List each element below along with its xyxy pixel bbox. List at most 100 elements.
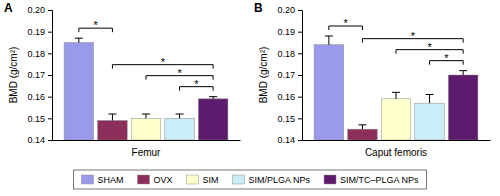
significance-label: *	[94, 19, 99, 31]
y-tick-mark	[48, 140, 52, 141]
legend-label: SIM	[202, 175, 218, 185]
y-tick: 0.17	[277, 70, 302, 80]
y-axis-title: BMD (g/cm²)	[8, 47, 19, 104]
significance: *	[180, 78, 214, 91]
y-tick-label: 0.17	[27, 70, 45, 80]
y-tick: 0.18	[277, 49, 302, 59]
significance-label: *	[427, 41, 432, 53]
error-bar-cap	[325, 36, 333, 37]
error-bar	[392, 92, 400, 99]
y-tick-label: 0.19	[277, 27, 295, 37]
y-tick: 0.19	[277, 27, 302, 37]
y-axis-line	[48, 11, 53, 141]
bar	[131, 118, 161, 140]
x-axis: Femur	[53, 140, 241, 158]
significance-label: *	[161, 56, 166, 68]
bar	[448, 75, 478, 140]
y-tick-label: 0.15	[277, 114, 295, 124]
legend-label: SIM/TC–PLGA NPs	[340, 175, 419, 185]
y-tick-mark	[298, 118, 302, 119]
significance-label: *	[411, 30, 416, 42]
y-tick: 0.20	[27, 5, 52, 15]
error-bar-stem	[146, 114, 147, 118]
y-tick-label: 0.20	[277, 5, 295, 15]
y-tick: 0.15	[277, 114, 302, 124]
chart-root: 0.14 0.15 0.16 0.17 0.18 0.19 0.20 Femur * * * * BMD…	[0, 0, 500, 196]
error-bar-stem	[463, 71, 464, 75]
error-bar-cap	[142, 114, 150, 115]
y-tick-mark	[298, 140, 302, 141]
legend-label: SIM/PLGA NPs	[248, 175, 310, 185]
error-bar	[358, 125, 366, 129]
bar	[314, 45, 344, 140]
error-bar-cap	[75, 38, 83, 39]
error-bar-stem	[112, 114, 113, 121]
legend-swatch	[137, 175, 149, 184]
y-tick-mark	[48, 53, 52, 54]
legend-item: SIM/PLGA NPs	[232, 175, 310, 185]
significance: *	[146, 67, 213, 80]
bar	[98, 121, 128, 141]
error-bar	[108, 114, 116, 121]
y-tick-label: 0.18	[27, 49, 45, 59]
error-bar	[325, 36, 333, 45]
significance-label: *	[177, 67, 182, 79]
error-bar-stem	[179, 114, 180, 118]
bar	[348, 129, 378, 140]
significance-label: *	[444, 52, 449, 64]
error-bar-cap	[209, 96, 217, 97]
legend-swatch	[186, 175, 198, 184]
y-tick-mark	[48, 32, 52, 33]
x-axis-line	[53, 140, 241, 141]
legend-items: SHAMOVXSIMSIM/PLGA NPsSIM/TC–PLGA NPs	[81, 175, 419, 185]
error-bar-cap	[392, 92, 400, 93]
significance-label: *	[194, 78, 199, 90]
y-tick-mark	[48, 75, 52, 76]
y-tick-mark	[48, 10, 52, 11]
significance-label: *	[344, 17, 349, 29]
error-bar-stem	[429, 95, 430, 104]
y-axis-title: BMD (g/cm²)	[258, 47, 269, 104]
y-tick-mark	[298, 75, 302, 76]
error-bar	[176, 114, 184, 118]
error-bar-cap	[176, 114, 184, 115]
legend: SHAMOVXSIMSIM/PLGA NPsSIM/TC–PLGA NPs	[73, 170, 426, 189]
significance: *	[362, 30, 463, 43]
y-tick-label: 0.14	[277, 135, 295, 145]
y-tick-label: 0.16	[277, 92, 295, 102]
error-bar-stem	[78, 38, 79, 42]
panel: 0.14 0.15 0.16 0.17 0.18 0.19 0.20 Caput femori…	[277, 5, 490, 158]
panel-label: A	[4, 1, 13, 15]
x-tick: Femur	[132, 140, 162, 158]
legend-label: OVX	[153, 175, 172, 185]
plot-marks	[314, 36, 478, 140]
bar	[415, 103, 445, 140]
y-axis: 0.14 0.15 0.16 0.17 0.18 0.19 0.20	[277, 5, 302, 145]
error-bar	[142, 114, 150, 118]
legend-item: SIM/TC–PLGA NPs	[324, 175, 419, 185]
y-tick: 0.16	[27, 92, 52, 102]
error-bar-cap	[108, 114, 116, 115]
legend-swatch	[81, 175, 93, 184]
x-tick-label: Femur	[132, 147, 162, 158]
panel: 0.140.150.160.170.180.190.20Femur****	[27, 5, 240, 158]
legend-box	[73, 170, 426, 189]
error-bar	[75, 38, 83, 42]
y-tick-label: 0.18	[277, 49, 295, 59]
y-tick: 0.15	[27, 114, 52, 124]
y-tick: 0.17	[27, 70, 52, 80]
y-tick: 0.20	[277, 5, 302, 15]
x-axis: Caput femoris	[303, 140, 491, 158]
y-tick-label: 0.16	[27, 92, 45, 102]
y-tick-mark	[48, 97, 52, 98]
legend-swatch	[324, 175, 336, 184]
y-tick-label: 0.15	[27, 114, 45, 124]
y-tick-label: 0.19	[27, 27, 45, 37]
error-bar-stem	[328, 36, 329, 45]
significance: *	[112, 56, 213, 69]
y-tick-mark	[298, 32, 302, 33]
y-tick-mark	[48, 118, 52, 119]
x-axis-line	[303, 140, 491, 141]
error-bar-cap	[459, 70, 467, 71]
error-bar	[459, 71, 467, 75]
